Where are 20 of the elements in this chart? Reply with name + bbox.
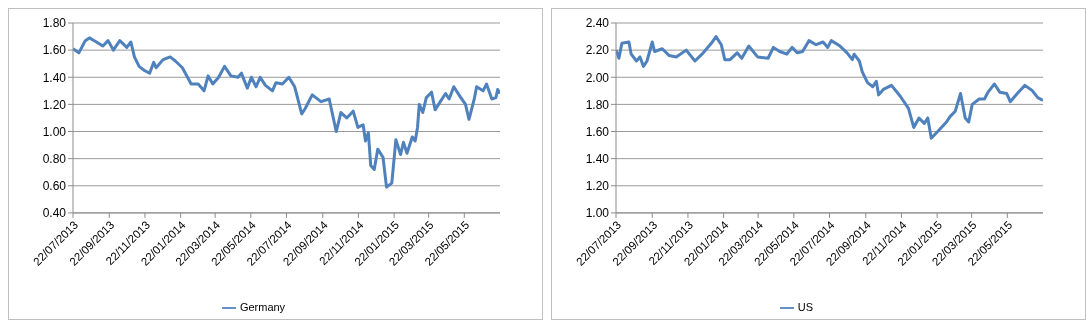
- y-tick-label: 1.40: [42, 70, 67, 85]
- legend-label: Germany: [239, 300, 286, 313]
- line-series: [73, 36, 500, 189]
- y-tick-label: 1.00: [42, 124, 67, 139]
- line-series: [616, 35, 1043, 140]
- y-tick-label: 0.80: [42, 151, 67, 166]
- legend-label: US: [797, 300, 814, 313]
- y-tick-label: 0.40: [42, 206, 67, 221]
- y-tick-label: 1.60: [42, 43, 67, 58]
- y-tick-label: 1.60: [585, 124, 610, 139]
- y-tick-label: 2.40: [585, 16, 610, 31]
- y-tick-label: 1.00: [585, 206, 610, 221]
- y-tick-label: 1.20: [585, 179, 610, 194]
- y-tick-label: 1.80: [585, 97, 610, 112]
- y-tick-label: 1.40: [585, 151, 610, 166]
- y-tick-label: 2.20: [585, 43, 610, 58]
- y-tick-label: 2.00: [585, 70, 610, 85]
- y-tick-label: 1.80: [42, 16, 67, 31]
- y-tick-label: 1.20: [42, 97, 67, 112]
- y-tick-label: 0.60: [42, 179, 67, 194]
